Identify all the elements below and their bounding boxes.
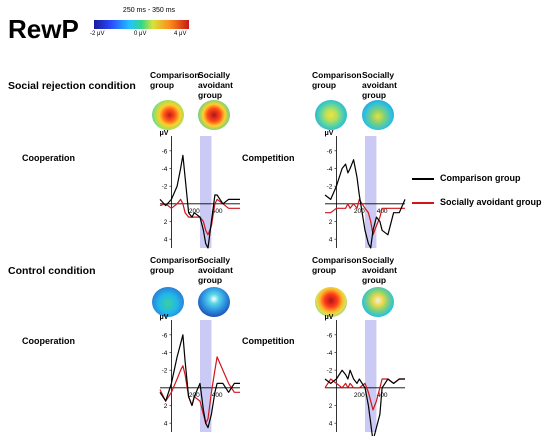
series-line-avoidant	[325, 198, 405, 236]
series-line-comparison	[324, 369, 405, 436]
x-tick-label: 200	[354, 392, 365, 399]
group-label-comparison: Comparison group	[150, 255, 200, 275]
series-line-avoidant	[159, 356, 240, 424]
highlight-window	[200, 320, 212, 432]
axis-unit-label: μV	[324, 314, 333, 321]
colorbar-time-window: 250 ms - 350 ms	[122, 7, 176, 14]
y-tick-label: -6	[327, 332, 333, 339]
y-tick-label: -6	[327, 148, 333, 155]
condition-label-competition: Competition	[242, 336, 295, 346]
colorbar-mid-label: 0 μV	[134, 31, 147, 37]
figure-title: RewP	[8, 14, 79, 44]
highlight-window	[200, 136, 212, 248]
topomap-head	[198, 100, 230, 130]
condition-label-cooperation: Cooperation	[22, 336, 75, 346]
group-label-comparison: Comparison group	[150, 70, 200, 90]
topomap-head	[152, 100, 184, 130]
series-line-comparison	[159, 334, 240, 429]
y-tick-label: 2	[164, 403, 168, 410]
y-tick-label: 2	[329, 403, 333, 410]
y-tick-label: 4	[329, 237, 333, 244]
x-tick-label: 400	[377, 208, 388, 215]
series-line-comparison	[159, 154, 240, 249]
group-label-comparison: Comparison group	[312, 255, 362, 275]
y-tick-label: -2	[327, 368, 333, 375]
y-tick-label: -4	[162, 350, 168, 357]
series-line-comparison	[324, 159, 406, 249]
erp-plot-rejection-competition: μV -6 -4 -2 2 4 200 400	[324, 130, 406, 249]
highlight-window	[365, 320, 377, 432]
x-tick-label: 200	[189, 208, 200, 215]
y-tick-label: -6	[162, 332, 168, 339]
axis-unit-label: μV	[324, 130, 333, 137]
y-tick-label: -4	[327, 350, 333, 357]
x-tick-label: 400	[212, 208, 223, 215]
group-label-avoidant: Socially avoidant group	[198, 70, 233, 100]
topomap-head	[198, 287, 230, 317]
y-tick-label: -2	[162, 368, 168, 375]
x-tick-label: 200	[354, 208, 365, 215]
topomap-head	[315, 287, 347, 317]
section-control: Control condition	[8, 265, 96, 277]
y-tick-label: -4	[327, 166, 333, 173]
colorbar	[94, 20, 189, 29]
y-tick-label: -4	[162, 166, 168, 173]
group-label-avoidant: Socially avoidant group	[362, 255, 397, 285]
erp-plot-rejection-cooperation: μV -6 -4 -2 2 4 200 400	[159, 130, 240, 249]
y-tick-label: -2	[162, 184, 168, 191]
group-label-comparison: Comparison group	[312, 70, 362, 90]
condition-label-cooperation: Cooperation	[22, 153, 75, 163]
y-tick-label: 4	[164, 237, 168, 244]
colorbar-min-label: -2 μV	[90, 31, 105, 37]
section-social-rejection: Social rejection condition	[8, 80, 136, 92]
topomap-head	[362, 100, 394, 130]
group-label-avoidant: Socially avoidant group	[362, 70, 397, 100]
series-line-avoidant	[324, 378, 405, 411]
x-tick-label: 400	[212, 392, 223, 399]
y-tick-label: 4	[329, 421, 333, 428]
erp-plot-control-competition: μV -6 -4 -2 2 4 200 400	[324, 314, 405, 436]
axis-unit-label: μV	[159, 130, 168, 137]
y-tick-label: -2	[327, 184, 333, 191]
y-tick-label: 2	[329, 219, 333, 226]
y-tick-label: -6	[162, 148, 168, 155]
topomap-head	[315, 100, 347, 130]
topomap-head	[362, 287, 394, 317]
legend-label-comparison: Comparison group	[440, 173, 521, 183]
highlight-window	[365, 136, 377, 248]
x-tick-label: 400	[377, 392, 388, 399]
legend-swatch-comparison	[412, 178, 434, 180]
y-tick-label: 4	[164, 421, 168, 428]
legend-label-avoidant: Socially avoidant group	[440, 197, 542, 207]
group-label-avoidant: Socially avoidant group	[198, 255, 233, 285]
colorbar-max-label: 4 μV	[174, 31, 187, 37]
y-tick-label: 2	[164, 219, 168, 226]
topomap-head	[152, 287, 184, 317]
axis-unit-label: μV	[159, 314, 168, 321]
legend-swatch-avoidant	[412, 202, 434, 204]
condition-label-competition: Competition	[242, 153, 295, 163]
